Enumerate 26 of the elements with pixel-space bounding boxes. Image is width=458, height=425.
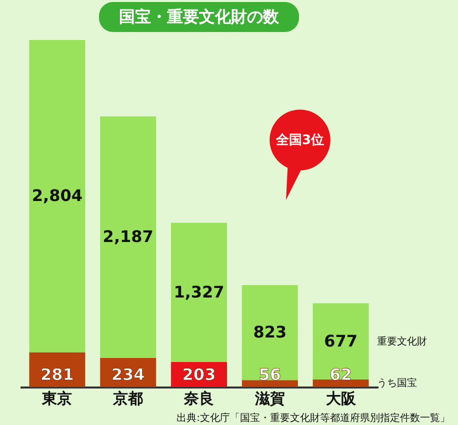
series-label: 重要文化財 [376, 335, 427, 348]
bar [242, 380, 298, 387]
series-label: うち国宝 [376, 377, 417, 390]
x-tick-label: 大阪 [326, 390, 357, 408]
bar [242, 285, 298, 380]
data-label: 281 [40, 365, 74, 384]
x-tick-label: 東京 [41, 390, 72, 408]
total-label: 2,804 [32, 186, 83, 206]
bar [312, 379, 369, 387]
total-label: 2,187 [102, 227, 154, 246]
source-note: 出典:文化庁「国宝・重要文化財等都道府県別指定件数一覧」 [176, 412, 450, 424]
chart-title: 国宝・重要文化財の数 [119, 7, 280, 26]
bar [312, 303, 369, 380]
bar [29, 40, 86, 352]
data-label: 203 [182, 365, 216, 384]
total-label: 823 [253, 322, 287, 342]
bar [171, 222, 227, 362]
x-tick-label: 滋賀 [254, 390, 285, 408]
data-label: 234 [111, 365, 145, 384]
data-label: 62 [330, 365, 352, 384]
total-label: 1,327 [174, 282, 224, 302]
total-label: 677 [324, 331, 358, 350]
bar [100, 116, 156, 358]
x-tick-label: 京都 [112, 390, 144, 408]
x-tick-label: 奈良 [183, 390, 214, 408]
data-label: 56 [258, 365, 282, 384]
